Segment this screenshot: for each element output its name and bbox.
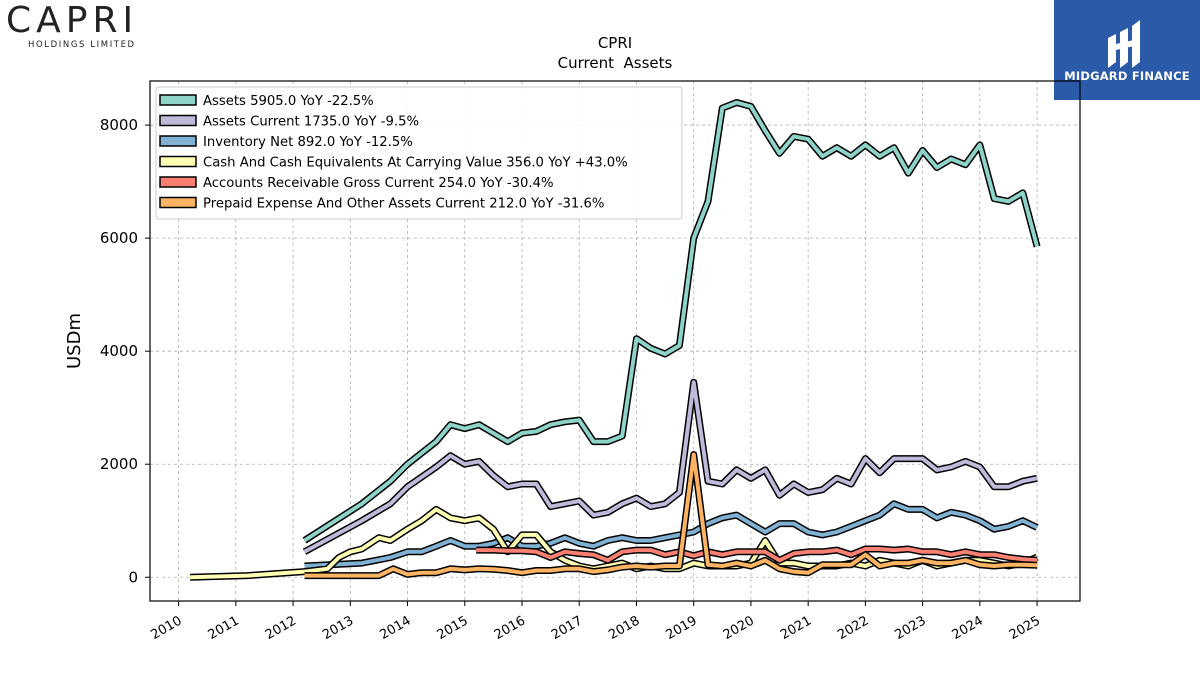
legend: Assets 5905.0 YoY -22.5% Assets Current 1… <box>155 86 683 220</box>
legend-box <box>155 86 683 220</box>
legend-label: Assets Current 1735.0 YoY -9.5% <box>203 115 419 130</box>
legend-swatch <box>159 94 197 106</box>
series-layer <box>189 99 1041 581</box>
series-line <box>303 100 1040 543</box>
series-prepaid-expense-and-other-assets-current <box>304 451 1038 580</box>
x-tick-label: 2017 <box>549 613 585 643</box>
series-line <box>303 380 1038 554</box>
y-tick-label: 4000 <box>100 342 138 360</box>
x-tick-label: 2024 <box>950 613 986 643</box>
y-tick-label: 0 <box>128 568 138 586</box>
capri-logo-subtext: HOLDINGS LIMITED <box>28 40 136 50</box>
series-accounts-receivable-gross-current <box>476 545 1038 564</box>
x-tick-label: 2014 <box>377 613 413 643</box>
x-tick-label: 2016 <box>492 613 528 643</box>
series-assets-current <box>302 378 1038 555</box>
legend-label: Prepaid Expense And Other Assets Current… <box>203 197 604 212</box>
legend-swatch <box>159 155 197 168</box>
legend-swatch <box>159 114 197 127</box>
x-tick-label: 2011 <box>206 613 242 643</box>
y-axis: 0 2000 4000 6000 8000 <box>100 116 150 586</box>
x-tick-label: 2018 <box>606 613 642 643</box>
capri-logo: CAPRI HOLDINGS LIMITED <box>6 2 156 54</box>
x-tick-label: 2010 <box>148 613 184 643</box>
y-axis-label: USDm <box>64 313 85 369</box>
x-axis: 2010 2011 2012 2013 2014 2015 2016 2017 2018 2019… <box>148 601 1043 643</box>
series-assets <box>302 99 1041 544</box>
x-tick-label: 2021 <box>778 613 814 643</box>
y-tick-label: 2000 <box>100 455 138 473</box>
series-line <box>476 547 1038 563</box>
chart-subtitle: Current Assets <box>558 54 673 72</box>
midgard-mark-icon <box>1108 20 1140 68</box>
x-tick-label: 2013 <box>320 613 356 643</box>
x-tick-label: 2012 <box>263 613 299 643</box>
y-tick-label: 8000 <box>100 116 138 134</box>
legend-label: Inventory Net 892.0 YoY -12.5% <box>203 135 413 150</box>
legend-label: Cash And Cash Equivalents At Carrying Va… <box>203 156 628 171</box>
legend-swatch <box>159 176 197 188</box>
legend-label: Assets 5905.0 YoY -22.5% <box>203 94 374 109</box>
x-tick-label: 2020 <box>721 613 757 643</box>
series-line <box>304 452 1038 578</box>
grid-lines <box>150 81 1080 601</box>
x-tick-label: 2015 <box>435 613 471 643</box>
x-tick-label: 2023 <box>892 613 928 643</box>
x-tick-label: 2022 <box>835 613 871 643</box>
legend-label: Accounts Receivable Gross Current 254.0 … <box>203 176 554 191</box>
midgard-finance-logo: MIDGARD FINANCE <box>1054 0 1200 100</box>
chart-title: CPRI <box>598 34 632 52</box>
midgard-logo-text: MIDGARD FINANCE <box>1064 69 1190 83</box>
x-tick-label: 2025 <box>1007 613 1043 643</box>
legend-swatch <box>159 135 197 147</box>
legend-swatch <box>159 196 197 209</box>
y-tick-label: 6000 <box>100 229 138 247</box>
plot-frame <box>149 80 1081 602</box>
x-tick-label: 2019 <box>664 613 700 643</box>
capri-logo-text: CAPRI <box>6 0 139 41</box>
